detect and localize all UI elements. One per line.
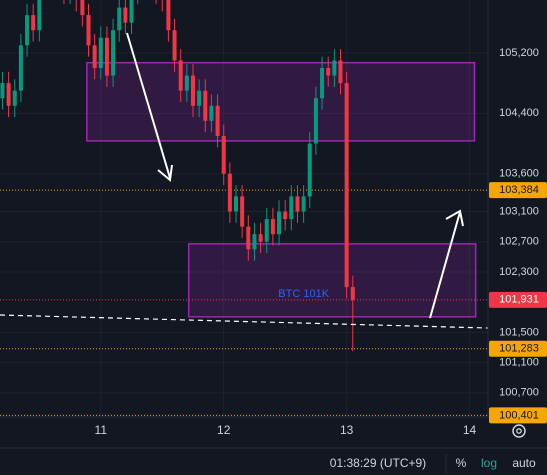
candle-body bbox=[203, 90, 208, 121]
zone bbox=[86, 61, 476, 142]
arrow bbox=[429, 211, 461, 319]
grid bbox=[0, 0, 488, 417]
y-tick-label: 101,100 bbox=[499, 357, 539, 369]
x-tick-label: 13 bbox=[340, 423, 354, 437]
y-tick-label: 100,700 bbox=[499, 387, 539, 399]
settings-icon[interactable] bbox=[512, 424, 526, 438]
candle-body bbox=[240, 196, 245, 227]
price-label-box bbox=[489, 291, 547, 308]
x-tick-label: 12 bbox=[217, 423, 231, 437]
candle-body bbox=[252, 234, 257, 250]
price-lines bbox=[0, 189, 488, 416]
candle-body bbox=[178, 60, 183, 91]
candle-body bbox=[25, 15, 30, 46]
candle-body bbox=[184, 75, 189, 91]
axes: 105,200 104,400 103,600 103,100 102,700 102,3… bbox=[95, 47, 547, 437]
gear-hub[interactable] bbox=[516, 428, 522, 434]
candle-body bbox=[86, 15, 91, 46]
candle-body bbox=[258, 234, 263, 242]
candle-body bbox=[0, 83, 5, 99]
candle-body bbox=[12, 90, 17, 106]
candle-body bbox=[172, 30, 177, 61]
arrow-head bbox=[445, 209, 464, 227]
candle-body bbox=[326, 67, 331, 76]
candle-body bbox=[6, 83, 11, 106]
zones: BTC 101K bbox=[86, 61, 477, 318]
y-tick-label: 102,300 bbox=[499, 266, 539, 278]
candle-body bbox=[190, 75, 195, 106]
candles bbox=[0, 0, 355, 352]
candle-body bbox=[111, 30, 116, 76]
candle-body bbox=[270, 219, 275, 235]
candle-body bbox=[166, 0, 171, 31]
price-label: 101,283 bbox=[499, 343, 539, 355]
candle-body bbox=[215, 105, 220, 136]
y-tick-label: 103,600 bbox=[499, 168, 539, 180]
log-button[interactable]: log bbox=[481, 456, 497, 470]
candle-body bbox=[277, 211, 282, 235]
candle-body bbox=[283, 211, 288, 220]
candle-body bbox=[18, 45, 23, 91]
price-label: 100,401 bbox=[499, 409, 539, 421]
auto-button[interactable]: auto bbox=[512, 456, 536, 470]
candle-body bbox=[307, 143, 312, 197]
candle-body bbox=[209, 105, 214, 121]
candle-body bbox=[332, 60, 337, 76]
clock: 01:38:29 (UTC+9) bbox=[330, 456, 426, 470]
candle-body bbox=[129, 0, 134, 23]
x-tick-label: 11 bbox=[95, 423, 108, 437]
zone bbox=[187, 243, 477, 318]
percent-button[interactable]: % bbox=[456, 456, 467, 470]
y-tick-label: 101,500 bbox=[499, 326, 539, 338]
price-label-box bbox=[489, 407, 547, 424]
candle-body bbox=[313, 98, 318, 144]
price-label-box bbox=[489, 182, 547, 199]
zone-label: BTC 101K bbox=[278, 288, 329, 300]
y-tick-label: 103,100 bbox=[499, 205, 539, 217]
drawings bbox=[0, 32, 489, 329]
candle-body bbox=[92, 45, 97, 68]
candle-body bbox=[80, 0, 85, 16]
candle-body bbox=[31, 15, 36, 31]
candle-body bbox=[197, 90, 202, 106]
y-tick-label: 105,200 bbox=[499, 47, 539, 59]
trend-line bbox=[0, 314, 489, 329]
candle-body bbox=[301, 196, 306, 212]
candle-body bbox=[289, 196, 294, 220]
candle-body bbox=[234, 196, 239, 212]
candle-body bbox=[117, 7, 122, 31]
price-label: 103,384 bbox=[499, 184, 539, 196]
candle-body bbox=[350, 287, 355, 300]
arrow-head bbox=[157, 164, 173, 182]
candle-body bbox=[104, 37, 109, 76]
x-tick-label: 14 bbox=[463, 423, 477, 437]
candle-body bbox=[246, 226, 251, 250]
candle-body bbox=[338, 60, 343, 84]
gear[interactable] bbox=[512, 424, 526, 438]
candle-body bbox=[264, 219, 269, 242]
candle-body bbox=[221, 135, 226, 174]
y-tick-label: 102,700 bbox=[499, 236, 539, 248]
candle-body bbox=[320, 67, 325, 99]
candle-body bbox=[227, 173, 232, 212]
candle-body bbox=[98, 37, 103, 68]
candle-body bbox=[37, 0, 42, 31]
arrow bbox=[126, 32, 171, 179]
candle-body bbox=[344, 83, 349, 288]
price-label-box bbox=[489, 340, 547, 357]
candle-body bbox=[295, 196, 300, 212]
price-label: 101,931 bbox=[499, 294, 539, 306]
candle-body bbox=[123, 7, 128, 23]
y-tick-label: 104,400 bbox=[499, 107, 539, 119]
